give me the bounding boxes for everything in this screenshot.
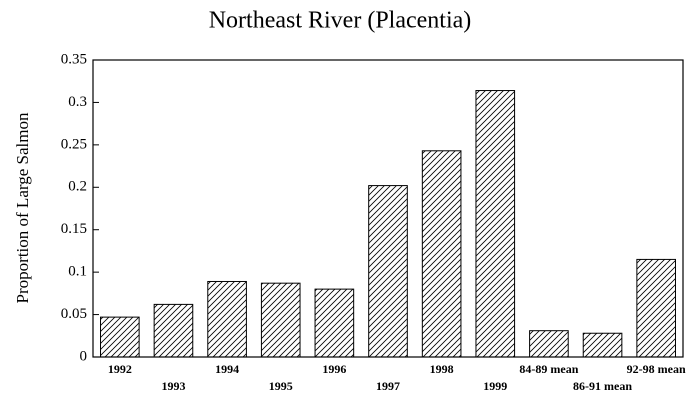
bar: [582, 332, 623, 358]
bar: [636, 258, 676, 358]
bar: [314, 288, 355, 358]
y-tick-label: 0.15: [61, 221, 87, 237]
bar: [421, 150, 462, 358]
x-tick-label: 1996: [322, 362, 346, 376]
bar: [475, 90, 516, 358]
y-tick-label: 0: [80, 348, 88, 364]
x-tick-label: 92-98 mean: [627, 362, 686, 376]
x-tick-label: 1997: [376, 379, 400, 393]
bar: [207, 280, 247, 358]
x-tick-label: 1998: [430, 362, 454, 376]
bar: [100, 316, 140, 358]
bar: [260, 282, 301, 358]
y-tick-label: 0.05: [61, 306, 87, 322]
x-tick-label: 1994: [215, 362, 239, 376]
x-tick-label: 1995: [269, 379, 293, 393]
y-tick-label: 0.2: [68, 179, 87, 195]
bar: [529, 330, 569, 358]
x-tick-label: 84-89 mean: [519, 362, 578, 376]
y-tick-label: 0.25: [61, 136, 87, 152]
bar: [153, 303, 194, 358]
y-tick-label: 0.35: [61, 51, 87, 67]
x-tick-label: 1992: [108, 362, 132, 376]
x-tick-label: 86-91 mean: [573, 379, 632, 393]
bar: [368, 185, 408, 358]
chart-title: Northeast River (Placentia): [209, 8, 472, 34]
y-tick-label: 0.3: [68, 94, 87, 110]
x-tick-label: 1993: [161, 379, 185, 393]
y-axis-label: Proportion of Large Salmon: [13, 112, 32, 303]
x-tick-label: 1999: [483, 379, 507, 393]
y-tick-label: 0.1: [68, 264, 87, 280]
